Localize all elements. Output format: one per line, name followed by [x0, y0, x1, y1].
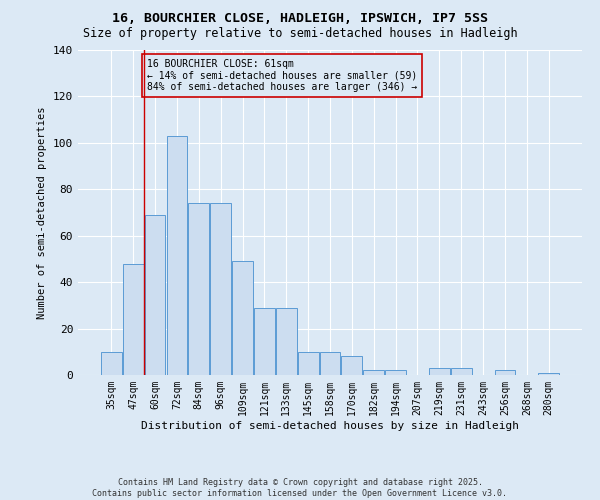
- Bar: [320, 352, 340, 375]
- Bar: [451, 368, 472, 375]
- Bar: [341, 356, 362, 375]
- Bar: [254, 308, 275, 375]
- Bar: [210, 203, 231, 375]
- Bar: [276, 308, 296, 375]
- Bar: [232, 261, 253, 375]
- Bar: [145, 215, 166, 375]
- Y-axis label: Number of semi-detached properties: Number of semi-detached properties: [37, 106, 47, 319]
- Bar: [364, 370, 384, 375]
- Text: Size of property relative to semi-detached houses in Hadleigh: Size of property relative to semi-detach…: [83, 28, 517, 40]
- Bar: [429, 368, 450, 375]
- Text: Contains HM Land Registry data © Crown copyright and database right 2025.
Contai: Contains HM Land Registry data © Crown c…: [92, 478, 508, 498]
- X-axis label: Distribution of semi-detached houses by size in Hadleigh: Distribution of semi-detached houses by …: [141, 420, 519, 430]
- Bar: [494, 370, 515, 375]
- Bar: [167, 136, 187, 375]
- Text: 16 BOURCHIER CLOSE: 61sqm
← 14% of semi-detached houses are smaller (59)
84% of : 16 BOURCHIER CLOSE: 61sqm ← 14% of semi-…: [147, 60, 417, 92]
- Bar: [101, 352, 122, 375]
- Bar: [123, 264, 143, 375]
- Bar: [188, 203, 209, 375]
- Text: 16, BOURCHIER CLOSE, HADLEIGH, IPSWICH, IP7 5SS: 16, BOURCHIER CLOSE, HADLEIGH, IPSWICH, …: [112, 12, 488, 26]
- Bar: [538, 372, 559, 375]
- Bar: [385, 370, 406, 375]
- Bar: [298, 352, 319, 375]
